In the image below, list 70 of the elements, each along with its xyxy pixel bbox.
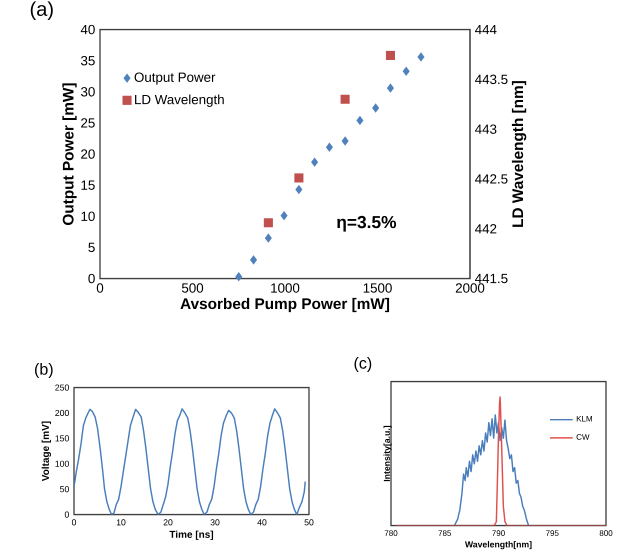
line-series: [74, 408, 306, 515]
point: [326, 142, 333, 152]
x-tick-label: 780: [384, 530, 398, 536]
y-tick-label: 20: [81, 150, 95, 159]
x-axis-title: Avsorbed Pump Power [mW]: [180, 298, 390, 312]
legend-label: LD Wavelength: [135, 94, 224, 108]
chart-title: (b): [35, 363, 53, 378]
y-tick-label: 0: [64, 512, 69, 518]
point: [311, 158, 318, 167]
y-tick-label: 15: [81, 180, 95, 190]
x-tick-label: 10: [116, 519, 126, 526]
y-tick-label: 5: [88, 242, 95, 252]
y-tick-label: 150: [56, 435, 69, 442]
x-tick-label: 1000: [271, 283, 300, 293]
y2-tick-label: 441.5: [475, 274, 508, 284]
point: [418, 52, 424, 62]
y-tick-label: 30: [80, 87, 95, 97]
x-tick-label: 2000: [456, 283, 484, 293]
legend-label: KLM: [576, 416, 592, 422]
x-axis-title: Wavelength[nm]: [464, 541, 532, 550]
legend-label: Output Power: [134, 72, 216, 85]
x-tick-label: 800: [600, 530, 612, 536]
x-tick-label: 40: [257, 519, 266, 526]
y-tick-label: 50: [60, 486, 69, 492]
point: [386, 84, 394, 93]
point: [264, 218, 273, 228]
x-tick-label: 790: [492, 530, 505, 536]
point: [386, 51, 395, 60]
point: [294, 174, 304, 183]
y2-tick-label: 442.5: [475, 174, 508, 184]
x-tick-label: 20: [164, 519, 172, 526]
y-tick-label: 10: [81, 212, 95, 222]
point: [340, 94, 350, 104]
y2-axis-title: LD Wavelength [nm]: [512, 81, 526, 228]
x-tick-label: 795: [546, 530, 559, 536]
y-axis-title: Output Power [mW]: [62, 84, 77, 226]
point: [235, 272, 242, 282]
y-tick-label: 0: [88, 274, 95, 284]
y-tick-label: 250: [55, 384, 69, 391]
x-tick-label: 0: [72, 519, 76, 526]
y-axis-title: Voltage [mV]: [42, 422, 52, 482]
y-tick-label: 35: [80, 56, 95, 66]
x-tick-label: 1500: [364, 283, 392, 293]
chart-title: (a): [30, 2, 53, 20]
point: [356, 116, 364, 126]
y-tick-label: 200: [55, 410, 69, 416]
y-tick-label: 40: [80, 25, 95, 34]
x-tick-label: 0: [96, 283, 104, 293]
point: [342, 136, 349, 146]
x-tick-label: 30: [210, 519, 220, 526]
y-axis-title: Intensity[a.u.]: [384, 426, 392, 482]
point: [372, 104, 380, 113]
annotation: η=3.5%: [337, 216, 396, 232]
y2-tick-label: 443.5: [475, 74, 508, 84]
point: [264, 234, 272, 243]
y2-tick-label: 443: [475, 124, 496, 134]
point: [295, 185, 302, 194]
y-tick-label: 25: [81, 118, 95, 128]
y2-tick-label: 444: [475, 25, 497, 34]
chart-title: (c): [354, 357, 372, 372]
legend-label: CW: [576, 434, 590, 440]
y2-tick-label: 442: [475, 224, 496, 234]
x-tick-label: 50: [304, 519, 314, 526]
point: [402, 66, 410, 76]
x-tick-label: 785: [438, 530, 452, 536]
x-axis-title: Time [ns]: [169, 530, 214, 540]
y-tick-label: 100: [56, 460, 69, 467]
point: [280, 211, 288, 220]
point: [250, 256, 258, 265]
x-tick-label: 500: [182, 283, 204, 293]
